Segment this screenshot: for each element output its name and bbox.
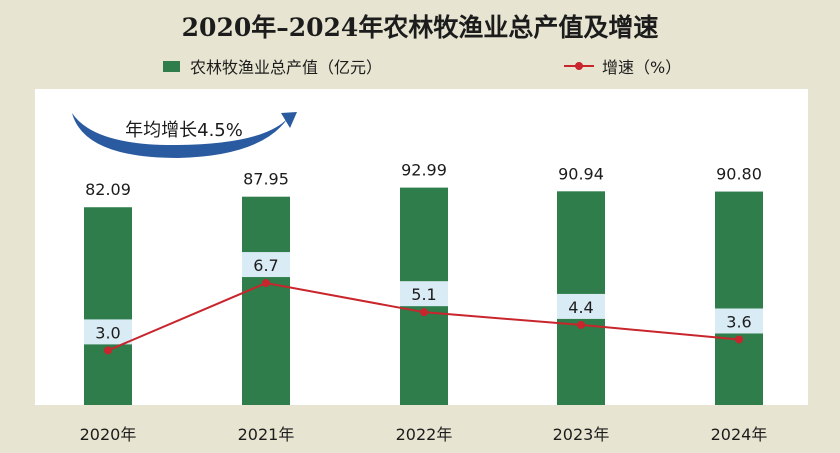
growth-label-box-0 (84, 319, 132, 345)
legend-bar-swatch (163, 60, 180, 72)
legend-line-swatch (564, 59, 594, 73)
growth-point-1 (262, 279, 270, 288)
x-tick-label-2: 2022年 (396, 425, 453, 444)
growth-point-0 (104, 346, 112, 355)
x-tick-label-4: 2024年 (711, 425, 768, 444)
bar-value-label-1: 87.95 (243, 170, 289, 189)
annotation-label: 年均增长4.5% (125, 120, 243, 141)
bar-value-label-2: 92.99 (401, 161, 447, 180)
growth-label-box-1 (242, 252, 290, 278)
legend-line-item: 增速（%） (564, 54, 681, 78)
growth-value-label-2: 5.1 (411, 285, 436, 304)
growth-label-box-3 (557, 293, 605, 319)
x-tick-label-3: 2023年 (553, 425, 610, 444)
bar-0 (84, 207, 132, 405)
chart-title: 2020年–2024年农林牧渔业总产值及增速 (181, 13, 659, 42)
bar-4 (715, 191, 763, 405)
growth-value-label-1: 6.7 (253, 256, 278, 275)
legend-line-label: 增速（%） (602, 58, 682, 77)
growth-label-box-4 (715, 308, 763, 334)
legend-bar-label: 农林牧渔业总产值（亿元） (190, 58, 383, 77)
bar-value-label-0: 82.09 (85, 180, 131, 199)
legend-bar-item: 农林牧渔业总产值（亿元） (163, 54, 382, 78)
bar-value-label-4: 90.80 (716, 165, 762, 184)
growth-point-2 (420, 308, 428, 317)
growth-point-4 (735, 335, 743, 344)
growth-value-label-0: 3.0 (95, 323, 120, 342)
growth-arrowhead-icon (281, 112, 297, 128)
growth-arrow-icon (72, 113, 288, 158)
growth-label-box-2 (400, 281, 448, 307)
x-tick-label-1: 2021年 (238, 425, 295, 444)
growth-point-3 (577, 320, 585, 329)
growth-value-label-3: 4.4 (568, 298, 593, 317)
bar-1 (242, 196, 290, 405)
x-tick-label-0: 2020年 (80, 425, 137, 444)
growth-value-label-4: 3.6 (726, 312, 751, 331)
bar-value-label-3: 90.94 (558, 164, 604, 183)
